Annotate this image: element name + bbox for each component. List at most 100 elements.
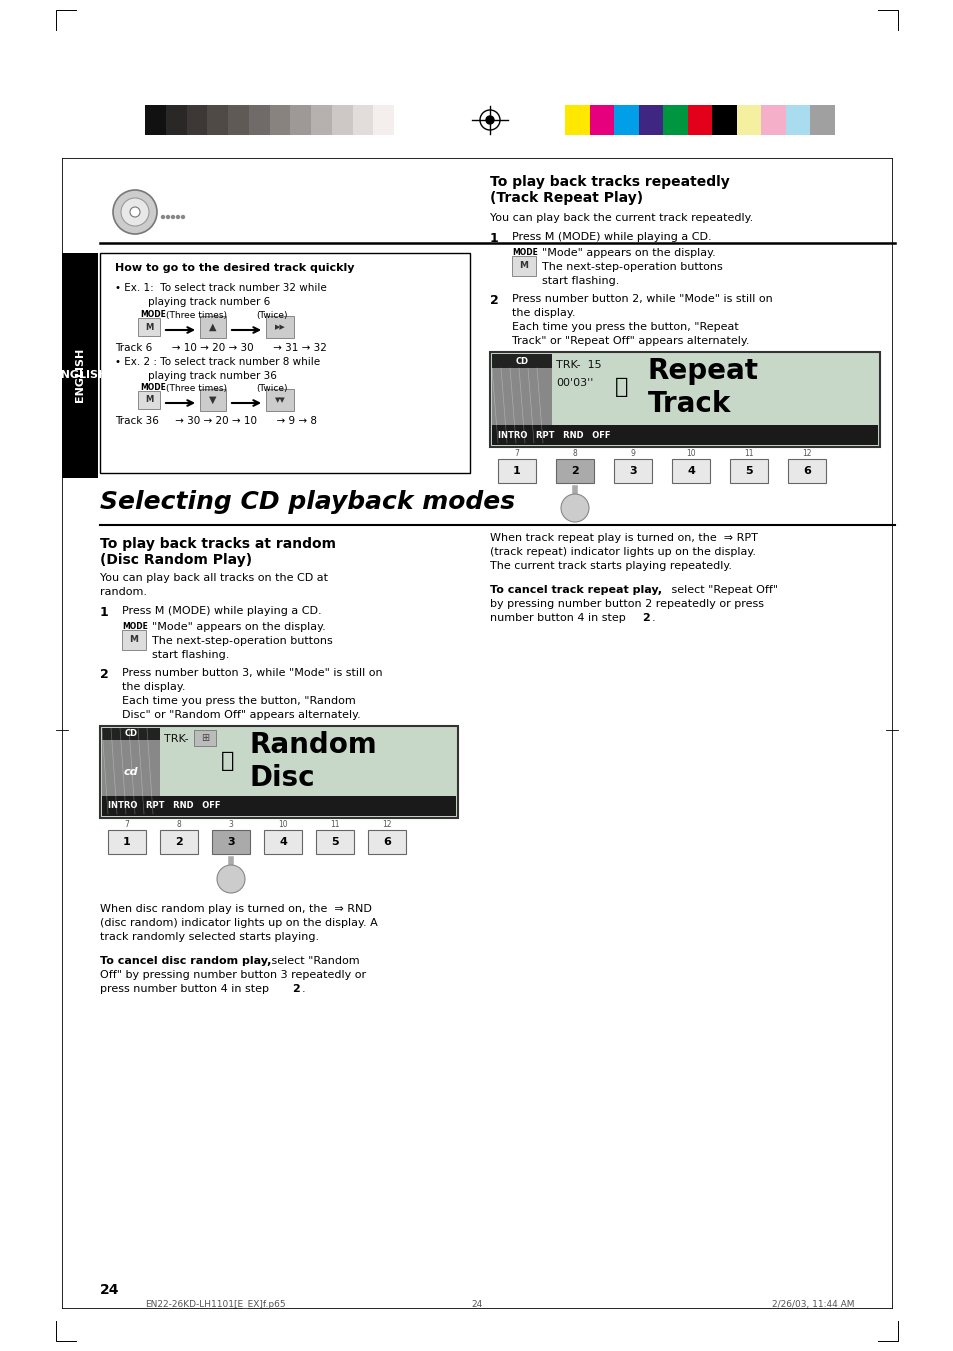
- Text: The current track starts playing repeatedly.: The current track starts playing repeate…: [490, 561, 731, 571]
- Text: 9: 9: [630, 449, 635, 458]
- Text: 2: 2: [292, 984, 299, 994]
- Text: Disc: Disc: [250, 765, 315, 792]
- Text: .: .: [651, 613, 655, 623]
- Text: To play back tracks at random: To play back tracks at random: [100, 536, 335, 551]
- Bar: [100, 725, 457, 817]
- Text: To play back tracks repeatedly: To play back tracks repeatedly: [490, 176, 729, 189]
- Bar: [729, 459, 767, 484]
- Text: TRK-: TRK-: [164, 734, 195, 744]
- Text: press number button 4 in step: press number button 4 in step: [100, 984, 273, 994]
- Text: ⏳: ⏳: [615, 377, 628, 397]
- Text: ENGLISH: ENGLISH: [75, 347, 85, 403]
- Text: The next-step-operation buttons: The next-step-operation buttons: [541, 262, 722, 272]
- Bar: [512, 255, 536, 276]
- Bar: [138, 317, 160, 336]
- Text: 00'03'': 00'03'': [556, 378, 593, 388]
- Text: 1: 1: [100, 607, 109, 619]
- Text: ▼: ▼: [209, 394, 216, 405]
- Text: (Three times): (Three times): [167, 311, 227, 320]
- Text: 10: 10: [685, 449, 695, 458]
- Circle shape: [560, 494, 588, 521]
- Text: 3: 3: [629, 466, 637, 476]
- Text: • Ex. 1:  To select track number 32 while: • Ex. 1: To select track number 32 while: [115, 282, 327, 293]
- Bar: [492, 354, 552, 367]
- Text: To cancel track repeat play,: To cancel track repeat play,: [490, 585, 661, 594]
- Text: (Twice): (Twice): [256, 384, 288, 393]
- Text: Each time you press the button, "Repeat: Each time you press the button, "Repeat: [512, 322, 738, 332]
- Text: playing track number 6: playing track number 6: [148, 297, 270, 307]
- Text: playing track number 36: playing track number 36: [148, 372, 276, 381]
- Text: the display.: the display.: [512, 308, 575, 317]
- Bar: [228, 105, 249, 135]
- Bar: [100, 253, 470, 473]
- Text: Press number button 2, while "Mode" is still on: Press number button 2, while "Mode" is s…: [512, 295, 772, 304]
- Bar: [373, 105, 394, 135]
- Circle shape: [216, 865, 245, 893]
- Text: 4: 4: [686, 466, 694, 476]
- Text: How to go to the desired track quickly: How to go to the desired track quickly: [115, 263, 355, 273]
- Bar: [614, 459, 651, 484]
- Text: 2: 2: [490, 295, 498, 307]
- Text: 5: 5: [744, 466, 752, 476]
- Circle shape: [112, 190, 157, 234]
- Text: track randomly selected starts playing.: track randomly selected starts playing.: [100, 932, 319, 942]
- Bar: [270, 105, 290, 135]
- Text: the display.: the display.: [122, 682, 185, 692]
- Bar: [102, 796, 456, 816]
- Text: M: M: [519, 262, 528, 270]
- Text: Track 36     → 30 → 20 → 10      → 9 → 8: Track 36 → 30 → 20 → 10 → 9 → 8: [115, 416, 316, 426]
- Text: (disc random) indicator lights up on the display. A: (disc random) indicator lights up on the…: [100, 917, 377, 928]
- Bar: [145, 105, 166, 135]
- Text: (track repeat) indicator lights up on the display.: (track repeat) indicator lights up on th…: [490, 547, 755, 557]
- Text: 8: 8: [176, 820, 181, 830]
- Text: • Ex. 2 : To select track number 8 while: • Ex. 2 : To select track number 8 while: [115, 357, 320, 367]
- Text: 12: 12: [382, 820, 392, 830]
- Bar: [638, 105, 662, 135]
- Bar: [785, 105, 810, 135]
- Bar: [249, 105, 270, 135]
- Text: ENGLISH: ENGLISH: [52, 370, 107, 380]
- Text: MODE: MODE: [140, 382, 166, 392]
- Text: MODE: MODE: [122, 621, 148, 631]
- Bar: [200, 389, 226, 411]
- Text: "Mode" appears on the display.: "Mode" appears on the display.: [541, 249, 715, 258]
- Text: 8: 8: [572, 449, 577, 458]
- Bar: [492, 426, 877, 444]
- Circle shape: [181, 216, 184, 219]
- Circle shape: [172, 216, 174, 219]
- Text: 24: 24: [471, 1300, 482, 1309]
- Text: You can play back the current track repeatedly.: You can play back the current track repe…: [490, 213, 753, 223]
- Text: Track 6      → 10 → 20 → 30      → 31 → 32: Track 6 → 10 → 20 → 30 → 31 → 32: [115, 343, 327, 353]
- Text: 3: 3: [227, 838, 234, 847]
- Text: INTRO   RPT   RND   OFF: INTRO RPT RND OFF: [497, 431, 610, 439]
- Text: EN22-26KD-LH1101[E_EX]f.p65: EN22-26KD-LH1101[E_EX]f.p65: [145, 1300, 285, 1309]
- Text: When disc random play is turned on, the  ⇒ RND: When disc random play is turned on, the …: [100, 904, 372, 915]
- Bar: [315, 830, 354, 854]
- Text: 2: 2: [175, 838, 183, 847]
- Circle shape: [167, 216, 170, 219]
- Text: 10: 10: [278, 820, 288, 830]
- Text: M: M: [145, 396, 153, 404]
- Text: 3: 3: [229, 820, 233, 830]
- Circle shape: [485, 116, 494, 124]
- Text: 11: 11: [743, 449, 753, 458]
- Bar: [193, 730, 215, 746]
- Text: Press M (MODE) while playing a CD.: Press M (MODE) while playing a CD.: [122, 607, 321, 616]
- Bar: [122, 630, 146, 650]
- Text: Track: Track: [647, 390, 731, 417]
- Text: start flashing.: start flashing.: [152, 650, 229, 661]
- Bar: [332, 105, 353, 135]
- Text: ▲: ▲: [209, 322, 216, 332]
- Text: 12: 12: [801, 449, 811, 458]
- Text: Press number button 3, while "Mode" is still on: Press number button 3, while "Mode" is s…: [122, 667, 382, 678]
- Text: Selecting CD playback modes: Selecting CD playback modes: [100, 490, 515, 513]
- Bar: [492, 354, 552, 444]
- Bar: [394, 105, 415, 135]
- Text: start flashing.: start flashing.: [541, 276, 618, 286]
- Text: INTRO   RPT   RND   OFF: INTRO RPT RND OFF: [108, 801, 220, 811]
- Bar: [187, 105, 207, 135]
- Bar: [207, 105, 228, 135]
- Text: 7: 7: [125, 820, 130, 830]
- Text: select "Random: select "Random: [268, 957, 359, 966]
- Text: ▼▼: ▼▼: [274, 397, 285, 403]
